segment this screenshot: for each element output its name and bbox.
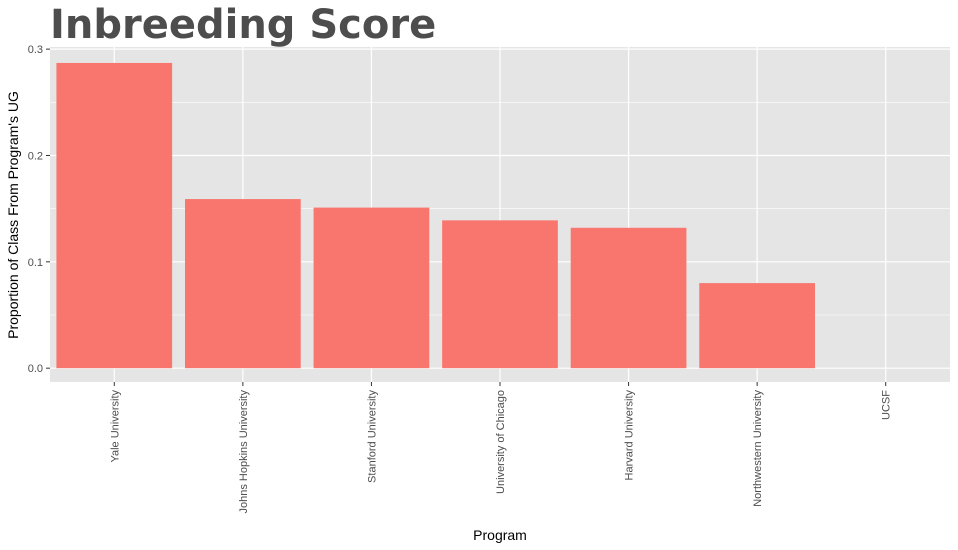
bar-johns-hopkins-university [185, 199, 301, 369]
chart-title: Inbreeding Score [50, 2, 436, 48]
x-axis-label: Program [473, 527, 527, 543]
bars [56, 62, 815, 369]
bar-northwestern-university [699, 283, 815, 369]
y-tick-label: 0.2 [28, 150, 43, 162]
y-axis-label: Proportion of Class From Program's UG [5, 91, 21, 339]
y-tick-label: 0.0 [28, 363, 43, 375]
x-tick-label: Northwestern University [752, 390, 764, 507]
bar-stanford-university [313, 207, 430, 369]
bar-yale-university [56, 62, 173, 369]
x-tick-label: Stanford University [366, 390, 378, 483]
x-tick-label: Johns Hopkins University [238, 390, 250, 514]
bar-harvard-university [570, 227, 687, 369]
bar-university-of-chicago [442, 220, 558, 369]
y-tick-label: 0.1 [28, 257, 43, 269]
x-tick-label: UCSF [881, 390, 893, 420]
x-axis: Yale University Johns Hopkins University S… [109, 382, 893, 514]
y-axis: 0.0 0.1 0.2 0.3 [28, 44, 50, 375]
x-tick-label: Yale University [109, 390, 121, 463]
y-tick-label: 0.3 [28, 44, 43, 56]
x-tick-label: University of Chicago [495, 390, 507, 494]
x-tick-label: Harvard University [624, 390, 636, 481]
